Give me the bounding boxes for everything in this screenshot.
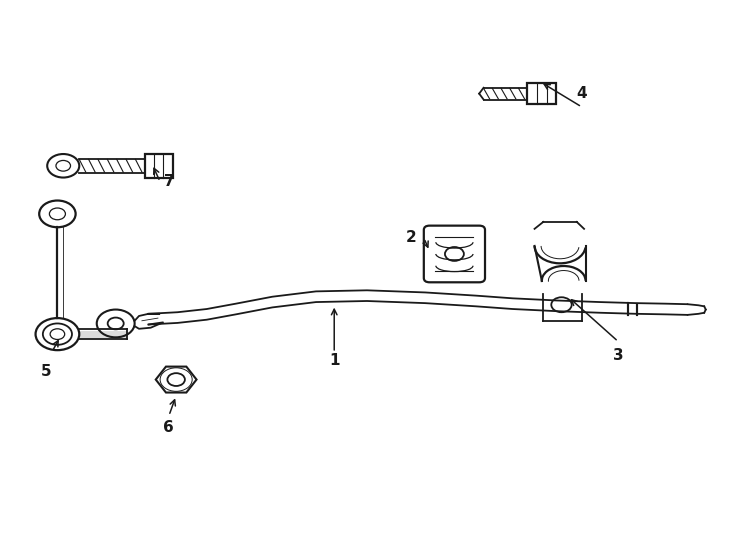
FancyBboxPatch shape [145, 154, 172, 178]
Text: 5: 5 [41, 364, 52, 379]
Text: 6: 6 [164, 420, 174, 435]
Text: 4: 4 [577, 86, 587, 101]
Text: 3: 3 [613, 348, 624, 363]
Text: 7: 7 [164, 174, 174, 190]
Text: 2: 2 [405, 231, 416, 246]
FancyBboxPatch shape [424, 226, 485, 282]
FancyBboxPatch shape [527, 83, 556, 104]
Text: 1: 1 [329, 353, 339, 368]
